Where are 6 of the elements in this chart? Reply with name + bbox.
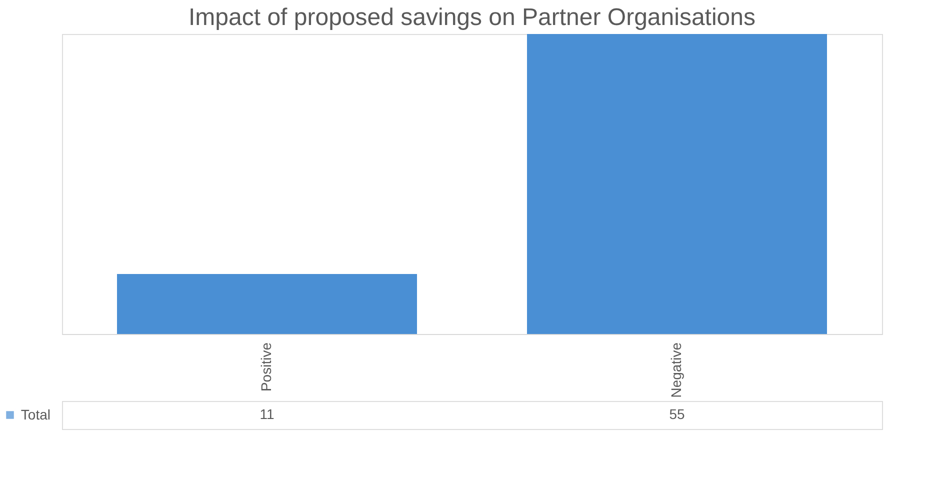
x-tick-label: Positive (258, 342, 274, 392)
x-tick-label: Negative (668, 342, 684, 398)
legend-label: Total (20, 406, 50, 422)
data-label: 55 (669, 406, 685, 422)
chart-title: Impact of proposed savings on Partner Organisations (188, 4, 756, 31)
data-label: 11 (260, 406, 274, 422)
